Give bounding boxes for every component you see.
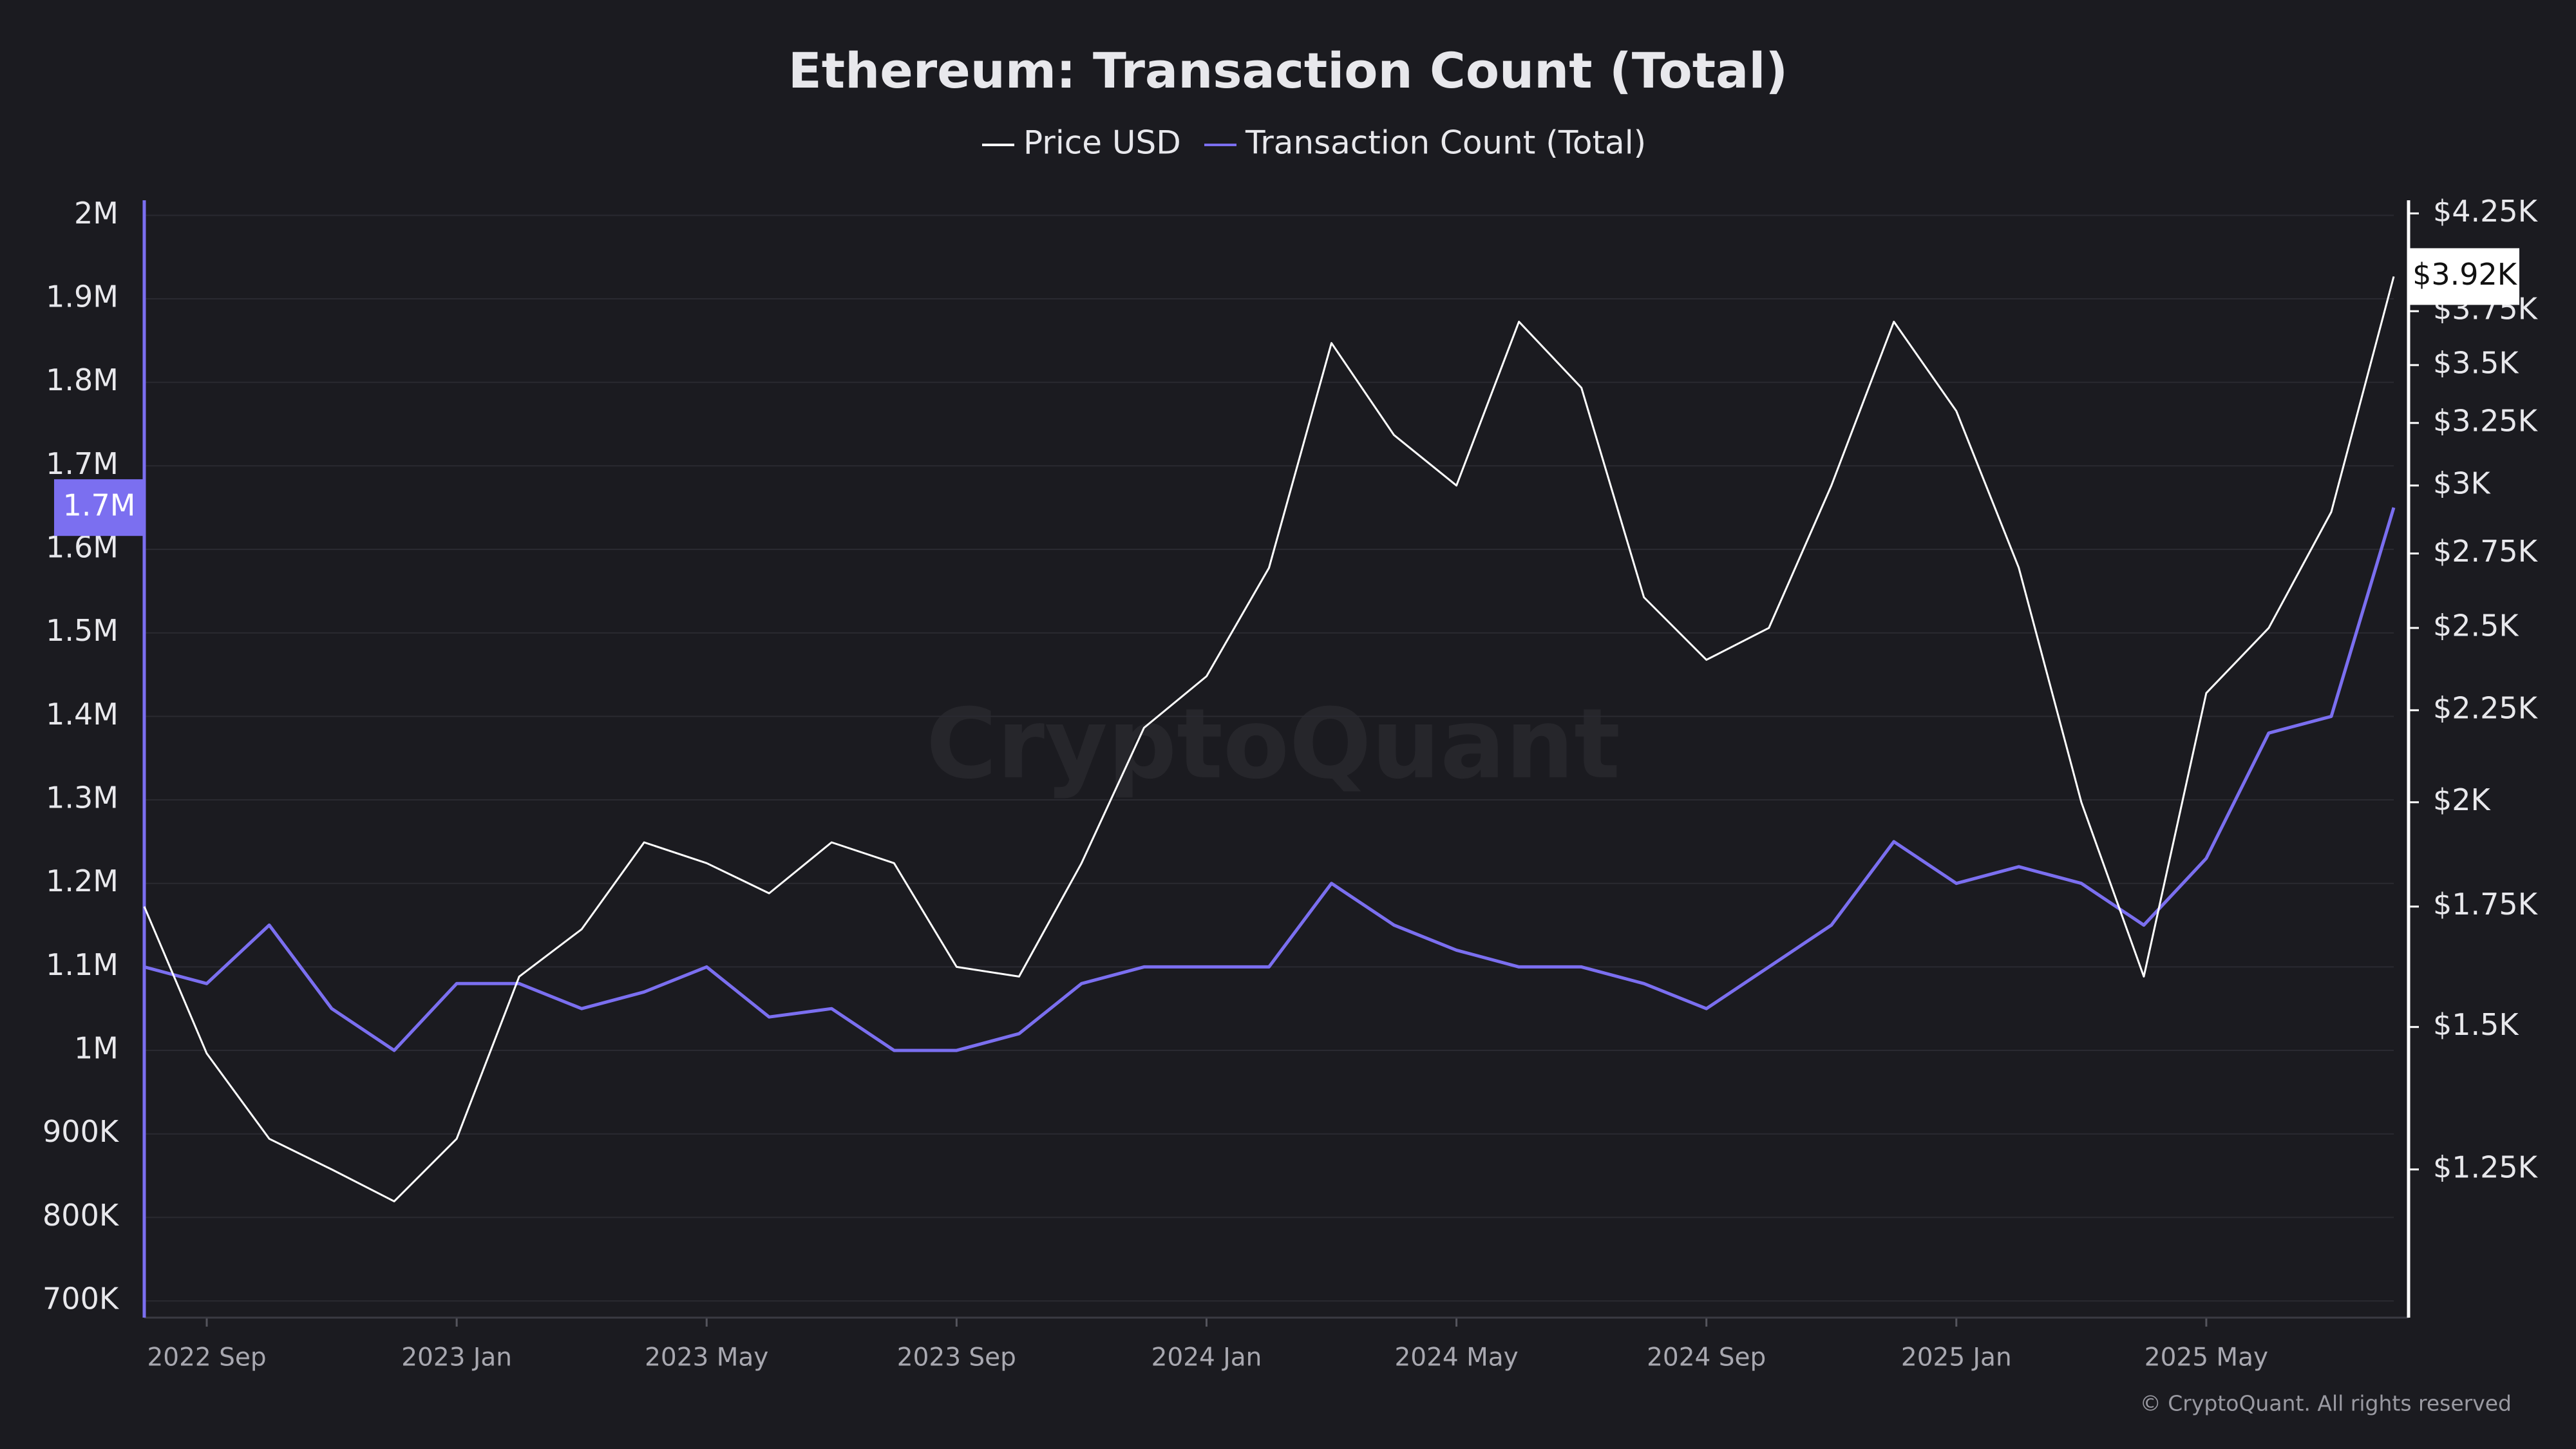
value-badge-label: $3.92K	[2412, 257, 2518, 292]
value-badge-label: 1.7M	[63, 488, 136, 523]
y2-tick-label: $2K	[2433, 782, 2492, 817]
x-tick-label: 2023 May	[645, 1343, 768, 1372]
watermark: CryptoQuant	[926, 688, 1620, 800]
y-tick-label: 1.1M	[46, 947, 118, 982]
y-tick-label: 1.2M	[46, 864, 118, 898]
y-tick-label: 1.8M	[46, 363, 118, 397]
x-tick-label: 2022 Sep	[147, 1343, 266, 1372]
y-tick-label: 1.9M	[46, 279, 118, 314]
y2-tick-label: $2.5K	[2433, 609, 2519, 643]
copyright: © CryptoQuant. All rights reserved	[2140, 1391, 2512, 1416]
y-tick-label: 900K	[43, 1114, 120, 1149]
y2-tick-label: $1.75K	[2433, 887, 2539, 922]
y-tick-label: 1M	[74, 1031, 118, 1066]
chart-title: Ethereum: Transaction Count (Total)	[788, 42, 1788, 99]
y2-tick-label: $4.25K	[2433, 194, 2539, 229]
y-tick-label: 1.3M	[46, 781, 118, 815]
legend-label: Transaction Count (Total)	[1245, 124, 1646, 162]
y2-tick-label: $2.75K	[2433, 534, 2539, 569]
legend-label: Price USD	[1023, 124, 1181, 162]
y2-tick-label: $3.5K	[2433, 345, 2519, 380]
x-tick-label: 2025 Jan	[1901, 1343, 2012, 1372]
y-tick-label: 800K	[43, 1198, 120, 1233]
x-tick-label: 2024 May	[1394, 1343, 1518, 1372]
y-tick-label: 1.5M	[46, 613, 118, 648]
y-tick-label: 1.4M	[46, 697, 118, 732]
y2-tick-label: $1.5K	[2433, 1007, 2519, 1042]
x-tick-label: 2025 May	[2145, 1343, 2268, 1372]
x-tick-label: 2024 Jan	[1151, 1343, 1262, 1372]
y2-tick-label: $3.25K	[2433, 403, 2539, 438]
value-badge	[54, 479, 144, 536]
series-line	[143, 276, 2395, 1202]
series-line	[144, 507, 2396, 1052]
x-tick-label: 2023 Jan	[401, 1343, 512, 1372]
y2-tick-label: $3K	[2433, 466, 2492, 500]
x-tick-label: 2023 Sep	[897, 1343, 1016, 1372]
y2-tick-label: $2.25K	[2433, 690, 2539, 725]
y2-tick-label: $1.25K	[2433, 1150, 2539, 1184]
y-tick-label: 700K	[43, 1282, 120, 1316]
y-tick-label: 2M	[74, 196, 118, 231]
value-badge	[2410, 248, 2519, 305]
y-tick-label: 1.7M	[46, 446, 118, 481]
x-tick-label: 2024 Sep	[1647, 1343, 1766, 1372]
